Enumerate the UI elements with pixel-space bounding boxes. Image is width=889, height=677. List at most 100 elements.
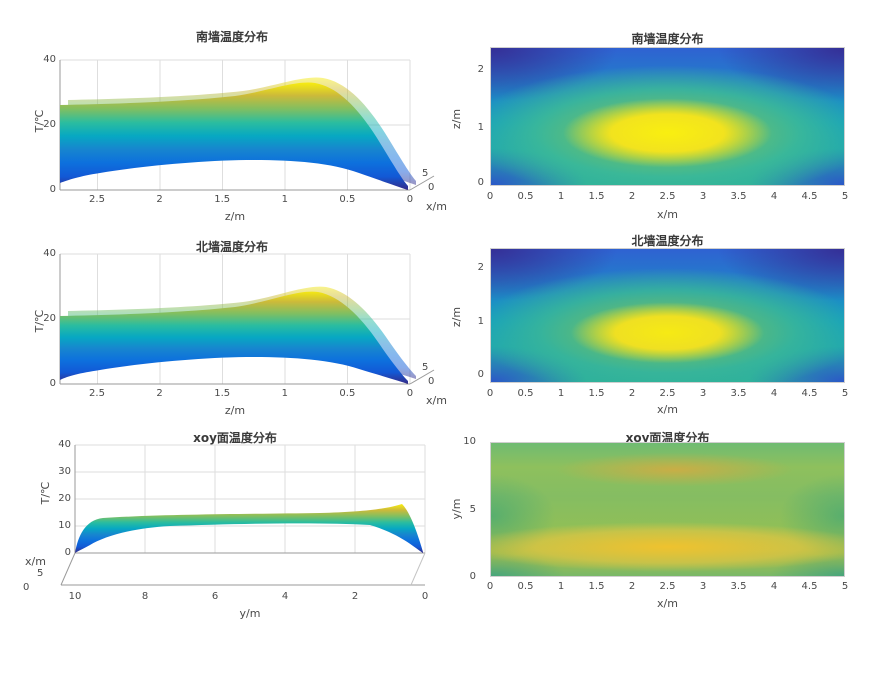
tick-label: 0	[406, 388, 414, 399]
xoy-heatmap	[490, 442, 845, 577]
tick-label: 8	[141, 591, 149, 602]
south-3d-axes	[59, 59, 435, 191]
tick-label: 0	[64, 547, 71, 558]
plot-north-wall-3d: 北墙温度分布 40 20 0 T/℃	[30, 232, 460, 442]
tick-label: 30	[58, 466, 71, 477]
x-axis-ticks: 2.5 2 1.5 1 0.5 0	[85, 388, 422, 399]
x-axis-label: y/m	[239, 607, 261, 620]
depth-axis-label: x/m	[426, 200, 447, 213]
tick-label: 1	[557, 581, 565, 592]
tick-label: 20	[43, 313, 56, 324]
depth-tick-5: 5	[422, 168, 429, 179]
tick-label: 0.5	[517, 191, 534, 202]
tick-label: 1	[557, 388, 565, 399]
tick-label: 2.5	[659, 581, 676, 592]
south-heatmap	[490, 47, 845, 186]
tick-label: 1.5	[588, 191, 605, 202]
tick-label: 4.5	[801, 388, 818, 399]
plot-title: xoy面温度分布	[625, 431, 710, 445]
tick-label: 4.5	[801, 191, 818, 202]
tick-label: 0.5	[517, 581, 534, 592]
tick-label: 0	[49, 184, 56, 195]
depth-tick-5: 5	[37, 568, 44, 579]
tick-label: 0	[49, 378, 56, 389]
axes-lines	[60, 445, 426, 586]
y-axis-ticks: 40 20 0	[32, 248, 56, 390]
tick-label: 0	[486, 581, 494, 592]
x-axis-ticks: 10 8 6 4 2 0	[63, 591, 437, 602]
depth-axis-label: x/m	[25, 555, 46, 568]
depth-tick-0: 0	[428, 376, 435, 387]
y-axis-label: T/℃	[33, 109, 46, 133]
tick-label: 2	[156, 194, 163, 205]
plot-xoy-plane-3d: xoy面温度分布	[23, 425, 470, 640]
tick-label: 10	[463, 436, 476, 447]
y-tick-2: 2	[477, 64, 484, 75]
tick-label: 1.5	[588, 388, 605, 399]
tick-label: 2	[156, 388, 163, 399]
tick-label: 3	[699, 581, 707, 592]
depth-tick-0: 0	[23, 582, 30, 593]
tick-label: 4.5	[801, 581, 818, 592]
tick-label: 0	[469, 571, 476, 582]
tick-label: 10	[68, 591, 82, 602]
y-axis-label: z/m	[450, 108, 463, 130]
grid-lines	[75, 444, 426, 553]
tick-label: 3.5	[730, 388, 747, 399]
plot-title: 北墙温度分布	[195, 240, 268, 254]
tick-label: 4	[281, 591, 289, 602]
y-tick-1: 1	[477, 122, 484, 133]
north-3d-axes	[59, 253, 435, 385]
tick-label: 5	[469, 503, 476, 515]
tick-label: 3	[699, 388, 707, 399]
tick-label: 4	[770, 191, 778, 202]
tick-label: 0.5	[517, 388, 534, 399]
x-axis-label: x/m	[657, 597, 678, 610]
plot-title: 南墙温度分布	[195, 30, 268, 44]
surface-band	[75, 504, 423, 553]
y-tick-0: 0	[477, 369, 484, 380]
tick-label: 20	[43, 119, 56, 130]
tick-label: 3.5	[730, 191, 747, 202]
tick-label: 0	[486, 191, 494, 202]
tick-label: 1	[281, 388, 288, 399]
surface-band	[60, 82, 408, 190]
tick-label: 2	[351, 591, 359, 602]
tick-label: 4	[770, 581, 778, 592]
y-axis-ticks: 40 20 0	[32, 54, 56, 196]
tick-label: 2.5	[659, 388, 676, 399]
tick-label: 1.5	[588, 581, 605, 592]
tick-label: 3	[699, 191, 707, 202]
tick-label: 1.5	[214, 388, 231, 399]
plot-title: 南墙温度分布	[631, 32, 704, 46]
y-tick-1: 1	[477, 316, 484, 327]
x-axis-ticks: 0 0.5 1 1.5 2 2.5 3 3.5 4 4.5 5	[478, 581, 857, 592]
plot-south-wall-2d: 南墙温度分布 2 1 0 z/m 0 0.5 1 1.5 2 2.5 3 3.5 4 4.5 5 x…	[450, 28, 865, 228]
tick-label: 5	[841, 581, 849, 592]
surface-band	[60, 291, 408, 384]
depth-tick-5: 5	[422, 362, 429, 373]
depth-tick-0: 0	[428, 182, 435, 193]
y-tick-2: 2	[477, 262, 484, 273]
tick-label: 40	[43, 248, 56, 259]
tick-label: 2	[628, 388, 636, 399]
depth-axis-label: x/m	[426, 394, 447, 407]
tick-label: 40	[43, 54, 56, 65]
y-axis-label: T/℃	[33, 309, 46, 333]
y-tick-0: 0	[477, 177, 484, 188]
x-axis-label: z/m	[224, 210, 246, 223]
y-axis-ticks: 10 5 0	[460, 436, 476, 583]
x-axis-label: x/m	[657, 403, 678, 416]
x-axis-ticks: 0 0.5 1 1.5 2 2.5 3 3.5 4 4.5 5	[478, 191, 857, 202]
tick-label: 1	[557, 191, 565, 202]
tick-label: 0.5	[339, 388, 356, 399]
tick-label: 0.5	[339, 194, 356, 205]
x-axis-label: z/m	[224, 404, 246, 417]
tick-label: 2	[628, 581, 636, 592]
x-axis-label: x/m	[657, 208, 678, 221]
x-axis-ticks: 0 0.5 1 1.5 2 2.5 3 3.5 4 4.5 5	[478, 388, 857, 399]
tick-label: 1	[281, 194, 288, 205]
tick-label: 1.5	[214, 194, 231, 205]
plot-title: 北墙温度分布	[631, 234, 704, 248]
x-axis-ticks: 2.5 2 1.5 1 0.5 0	[85, 194, 422, 205]
